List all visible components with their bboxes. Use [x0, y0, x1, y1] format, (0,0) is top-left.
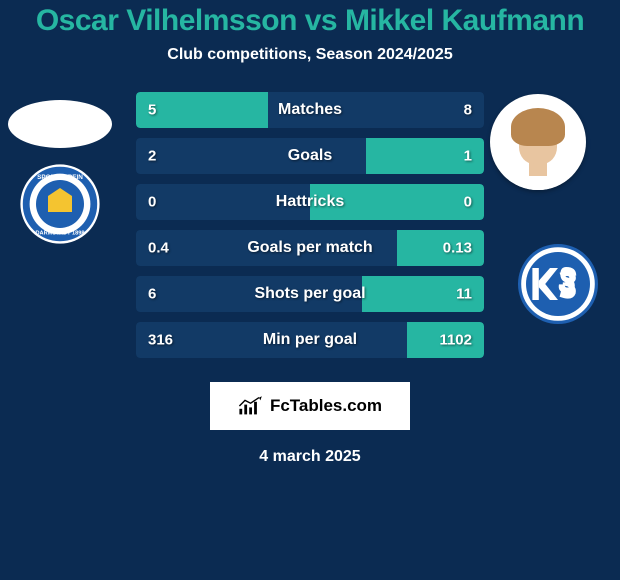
stat-value-left: 6	[148, 286, 156, 303]
date-text: 4 march 2025	[0, 448, 620, 466]
stat-label: Hattricks	[276, 193, 344, 211]
stat-label: Goals	[288, 147, 332, 165]
stat-row: 0 0 Hattricks	[136, 184, 484, 220]
stat-label: Matches	[278, 101, 342, 119]
ksc-logo-icon	[518, 244, 598, 324]
watermark-band: FcTables.com	[210, 382, 410, 430]
club-left-logo: SPORTVEREIN DARMSTADT 1898	[20, 164, 100, 244]
sv-darmstadt-logo-icon: SPORTVEREIN DARMSTADT 1898	[20, 164, 100, 244]
watermark-suffix: Tables.com	[290, 396, 382, 415]
avatar-head	[519, 122, 557, 164]
stat-row: 316 1102 Min per goal	[136, 322, 484, 358]
stat-value-right: 1	[464, 148, 472, 165]
comparison-area: SPORTVEREIN DARMSTADT 1898	[0, 92, 620, 362]
avatar-hair	[511, 108, 565, 146]
stats-block: 5 8 Matches 2 1 Goals 0 0 Hattricks 0.4 0.13 Goals …	[136, 92, 484, 368]
page-title: Oscar Vilhelmsson vs Mikkel Kaufmann	[0, 0, 620, 38]
subtitle: Club competitions, Season 2024/2025	[0, 46, 620, 64]
stat-label: Min per goal	[263, 331, 357, 349]
stat-value-left: 316	[148, 332, 173, 349]
stat-label: Shots per goal	[254, 285, 365, 303]
stat-value-right: 1102	[439, 332, 472, 349]
stat-value-right: 11	[456, 286, 472, 303]
club-right-logo	[518, 244, 598, 324]
stat-value-left: 5	[148, 102, 156, 119]
comparison-container: Oscar Vilhelmsson vs Mikkel Kaufmann Clu…	[0, 0, 620, 580]
stat-label: Goals per match	[247, 239, 372, 257]
stat-row: 0.4 0.13 Goals per match	[136, 230, 484, 266]
stat-value-right: 0.13	[443, 240, 472, 257]
avatar-neck	[529, 162, 547, 176]
stat-value-right: 8	[464, 102, 472, 119]
stat-row: 2 1 Goals	[136, 138, 484, 174]
avatar-shirt	[508, 176, 568, 190]
svg-text:SPORTVEREIN: SPORTVEREIN	[37, 174, 83, 181]
watermark-text: FcTables.com	[270, 396, 382, 416]
watermark-prefix: Fc	[270, 396, 290, 415]
stat-value-right: 0	[464, 194, 472, 211]
stat-row: 6 11 Shots per goal	[136, 276, 484, 312]
player-left-avatar	[8, 100, 112, 148]
svg-text:DARMSTADT 1898: DARMSTADT 1898	[35, 230, 84, 236]
fctables-graphic-icon	[238, 396, 266, 416]
stat-value-left: 0.4	[148, 240, 169, 257]
player-right-avatar	[490, 94, 586, 190]
stat-value-left: 0	[148, 194, 156, 211]
stat-row: 5 8 Matches	[136, 92, 484, 128]
stat-value-left: 2	[148, 148, 156, 165]
